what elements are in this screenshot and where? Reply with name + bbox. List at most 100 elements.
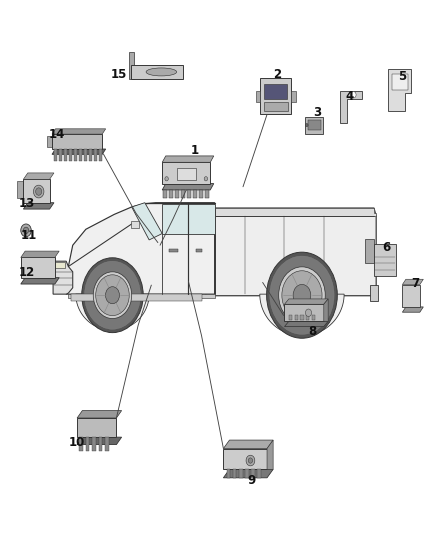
Polygon shape [324,299,328,321]
Polygon shape [311,315,315,320]
Polygon shape [215,208,376,216]
Polygon shape [76,294,149,330]
Polygon shape [223,440,273,449]
Polygon shape [267,440,273,470]
Polygon shape [47,136,52,148]
Polygon shape [69,149,72,161]
Polygon shape [403,279,424,285]
Polygon shape [99,437,102,451]
Polygon shape [258,470,261,478]
Text: 1: 1 [191,144,199,157]
Polygon shape [23,203,54,209]
Polygon shape [239,470,243,478]
Polygon shape [188,204,215,233]
Circle shape [35,188,42,195]
Text: 8: 8 [308,325,317,338]
Text: 2: 2 [274,68,282,80]
Polygon shape [199,190,203,198]
Polygon shape [64,149,67,161]
Circle shape [351,92,356,98]
Polygon shape [92,437,96,451]
Polygon shape [169,249,177,252]
Circle shape [82,258,143,333]
Polygon shape [163,190,167,198]
Polygon shape [99,149,102,161]
Text: 9: 9 [247,474,256,487]
Polygon shape [23,179,49,203]
Polygon shape [181,190,185,198]
Polygon shape [53,149,57,161]
Polygon shape [294,315,298,320]
Polygon shape [403,307,424,312]
Polygon shape [21,278,59,284]
Polygon shape [77,437,122,445]
Polygon shape [77,410,122,418]
Circle shape [85,261,141,329]
Text: 11: 11 [20,229,37,242]
Polygon shape [78,149,81,161]
Polygon shape [21,251,59,257]
Polygon shape [374,244,396,276]
Polygon shape [264,102,288,111]
Text: 12: 12 [19,266,35,279]
Polygon shape [205,190,209,198]
Polygon shape [162,204,188,233]
Polygon shape [71,294,201,301]
Polygon shape [132,203,162,240]
Polygon shape [52,134,102,149]
Polygon shape [260,78,291,115]
Circle shape [93,272,132,319]
Polygon shape [307,120,321,131]
Polygon shape [305,117,323,134]
Polygon shape [88,149,92,161]
Polygon shape [52,149,106,155]
Polygon shape [403,285,420,307]
Circle shape [21,224,31,237]
Circle shape [282,271,322,320]
Circle shape [246,455,255,466]
Polygon shape [365,239,374,263]
Polygon shape [291,91,296,102]
Circle shape [23,227,28,233]
Circle shape [305,124,308,127]
Polygon shape [227,470,230,478]
Polygon shape [52,129,106,134]
Polygon shape [265,84,287,99]
Polygon shape [285,299,328,304]
Text: 6: 6 [383,241,391,254]
Text: 7: 7 [411,277,419,290]
Polygon shape [260,294,344,336]
Polygon shape [162,156,214,163]
Polygon shape [251,470,255,478]
Polygon shape [233,470,237,478]
Circle shape [267,252,337,338]
Polygon shape [289,315,292,320]
Polygon shape [131,65,183,78]
Polygon shape [68,294,215,298]
Polygon shape [66,203,215,294]
Polygon shape [175,190,180,198]
Polygon shape [388,69,411,111]
Polygon shape [370,285,378,301]
Circle shape [270,256,334,334]
Polygon shape [131,221,139,228]
Circle shape [106,287,120,304]
Text: 15: 15 [111,68,127,80]
Polygon shape [17,181,23,198]
Polygon shape [129,52,134,78]
Ellipse shape [146,68,177,76]
Polygon shape [86,437,89,451]
Polygon shape [285,321,328,327]
Polygon shape [169,190,173,198]
Polygon shape [53,261,73,294]
Circle shape [95,275,129,316]
Polygon shape [223,449,267,470]
Polygon shape [196,249,202,252]
Circle shape [165,176,168,181]
Polygon shape [79,437,83,451]
Polygon shape [256,91,260,102]
Polygon shape [300,315,304,320]
Polygon shape [54,262,65,268]
Circle shape [305,309,311,317]
Polygon shape [94,149,97,161]
